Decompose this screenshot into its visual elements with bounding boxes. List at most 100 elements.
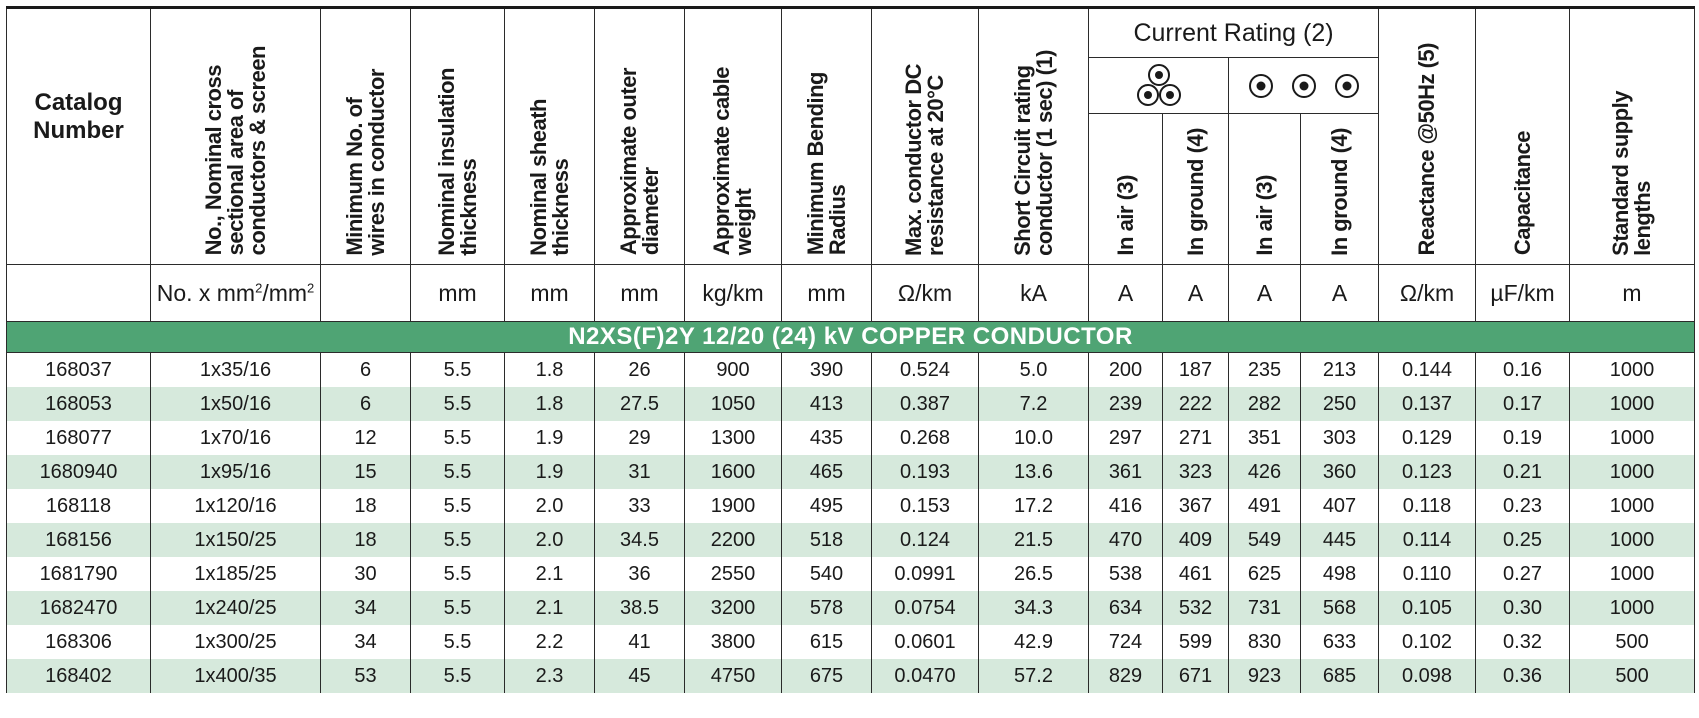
cell-dc-resistance: 0.193 (871, 455, 979, 489)
cell-bending-radius: 465 (781, 455, 872, 489)
cell-cable-weight: 1600 (684, 455, 782, 489)
header-capacitance: Capacitance (1475, 6, 1571, 265)
cell-flat-in-ground: 303 (1299, 421, 1380, 455)
cell-trefoil-in-ground: 367 (1162, 489, 1229, 523)
table-row: 1680940 1x95/16 15 5.5 1.9 31 1600 465 0.193 13.6… (6, 455, 1696, 489)
cell-min-wires: 15 (320, 455, 411, 489)
cell-capacitance: 0.17 (1475, 387, 1571, 421)
unit-sheath: mm (504, 264, 595, 322)
cell-trefoil-in-ground: 671 (1162, 659, 1229, 693)
cell-reactance: 0.098 (1378, 659, 1477, 693)
cell-catalog-number: 1682470 (6, 591, 151, 625)
cell-cable-weight: 2550 (684, 557, 782, 591)
cell-outer-diameter: 34.5 (594, 523, 685, 557)
cell-dc-resistance: 0.0754 (871, 591, 979, 625)
cell-trefoil-in-ground: 323 (1162, 455, 1229, 489)
cell-insulation: 5.5 (410, 455, 505, 489)
cell-insulation: 5.5 (410, 591, 505, 625)
cell-trefoil-in-ground: 271 (1162, 421, 1229, 455)
unit-flat-air: A (1228, 264, 1301, 322)
cell-flat-in-air: 235 (1228, 352, 1301, 387)
table-row: 168037 1x35/16 6 5.5 1.8 26 900 390 0.524 5.0 200 1… (6, 352, 1696, 387)
cell-cross-section: 1x70/16 (150, 421, 321, 455)
header-trefoil-in-ground: In ground (4) (1162, 113, 1229, 265)
cell-short-circuit: 26.5 (978, 557, 1089, 591)
cell-supply-length: 1000 (1569, 421, 1696, 455)
cell-flat-in-air: 625 (1228, 557, 1301, 591)
header-reactance: Reactance @50Hz (5) (1378, 6, 1477, 265)
cell-insulation: 5.5 (410, 489, 505, 523)
cell-flat-in-ground: 633 (1299, 625, 1380, 659)
cell-catalog-number: 168037 (6, 352, 151, 387)
flat-formation-icon (1227, 57, 1380, 114)
table-row: 168306 1x300/25 34 5.5 2.2 41 3800 615 0.0601 42.… (6, 625, 1696, 659)
cell-dc-resistance: 0.0601 (871, 625, 979, 659)
unit-outer-diameter: mm (594, 264, 685, 322)
cell-supply-length: 1000 (1569, 557, 1696, 591)
table-row: 168156 1x150/25 18 5.5 2.0 34.5 2200 518 0.124 21… (6, 523, 1696, 557)
cell-short-circuit: 7.2 (978, 387, 1089, 421)
cell-dc-resistance: 0.524 (871, 352, 979, 387)
cell-bending-radius: 495 (781, 489, 872, 523)
header-current-rating: Current Rating (2) (1087, 6, 1380, 58)
cell-cross-section: 1x120/16 (150, 489, 321, 523)
table-row: 168077 1x70/16 12 5.5 1.9 29 1300 435 0.268 10.0 2… (6, 421, 1696, 455)
cell-capacitance: 0.23 (1475, 489, 1571, 523)
cell-flat-in-ground: 498 (1299, 557, 1380, 591)
cell-reactance: 0.110 (1378, 557, 1477, 591)
cell-trefoil-in-air: 200 (1088, 352, 1163, 387)
cell-min-wires: 34 (320, 625, 411, 659)
header-min-wires: Minimum No. of wires in conductor (320, 6, 411, 265)
cell-cross-section: 1x240/25 (150, 591, 321, 625)
unit-reactance: Ω/km (1378, 264, 1477, 322)
cell-short-circuit: 5.0 (978, 352, 1089, 387)
cell-sheath: 1.8 (504, 352, 595, 387)
unit-capacitance: µF/km (1475, 264, 1571, 322)
cell-outer-diameter: 38.5 (594, 591, 685, 625)
unit-cable-weight: kg/km (684, 264, 782, 322)
cell-outer-diameter: 29 (594, 421, 685, 455)
unit-supply-lengths: m (1569, 264, 1696, 322)
cell-trefoil-in-air: 538 (1088, 557, 1163, 591)
unit-trefoil-ground: A (1162, 264, 1229, 322)
cell-flat-in-ground: 685 (1299, 659, 1380, 693)
unit-short-circuit: kA (978, 264, 1089, 322)
cell-supply-length: 1000 (1569, 352, 1696, 387)
data-rows: 168037 1x35/16 6 5.5 1.8 26 900 390 0.524 5.0 200 1… (6, 352, 1696, 693)
cell-flat-in-air: 830 (1228, 625, 1301, 659)
cell-flat-in-ground: 250 (1299, 387, 1380, 421)
table-row: 1681790 1x185/25 30 5.5 2.1 36 2550 540 0.0991 26… (6, 557, 1696, 591)
cell-reactance: 0.123 (1378, 455, 1477, 489)
cell-dc-resistance: 0.387 (871, 387, 979, 421)
cell-capacitance: 0.32 (1475, 625, 1571, 659)
spec-table-container: Catalog Number No., Nominal cross sectio… (5, 6, 1696, 693)
cell-cable-weight: 3800 (684, 625, 782, 659)
formation-icon-row (7, 57, 1695, 114)
cell-flat-in-air: 549 (1228, 523, 1301, 557)
cell-flat-in-air: 731 (1228, 591, 1301, 625)
cell-sheath: 2.0 (504, 523, 595, 557)
unit-trefoil-air: A (1088, 264, 1163, 322)
cell-catalog-number: 1680940 (6, 455, 151, 489)
cell-cross-section: 1x35/16 (150, 352, 321, 387)
cell-catalog-number: 168077 (6, 421, 151, 455)
cell-flat-in-ground: 213 (1299, 352, 1380, 387)
cell-min-wires: 12 (320, 421, 411, 455)
cell-cable-weight: 3200 (684, 591, 782, 625)
cell-insulation: 5.5 (410, 421, 505, 455)
units-row: No. x mm2/mm2 mm mm mm kg/km mm Ω/km kA … (6, 264, 1696, 322)
header-cross-section: No., Nominal cross sectional area of con… (150, 6, 321, 265)
cell-trefoil-in-ground: 409 (1162, 523, 1229, 557)
cell-sheath: 2.3 (504, 659, 595, 693)
cell-trefoil-in-air: 297 (1088, 421, 1163, 455)
cell-cable-weight: 900 (684, 352, 782, 387)
cell-cable-weight: 1300 (684, 421, 782, 455)
cell-reactance: 0.129 (1378, 421, 1477, 455)
cell-cross-section: 1x300/25 (150, 625, 321, 659)
cell-flat-in-air: 426 (1228, 455, 1301, 489)
header-catalog-number: Catalog Number (6, 6, 151, 265)
cell-sheath: 2.2 (504, 625, 595, 659)
cell-trefoil-in-ground: 187 (1162, 352, 1229, 387)
header-supply-lengths: Standard supply lengths (1569, 6, 1696, 265)
section-title: N2XS(F)2Y 12/20 (24) kV COPPER CONDUCTOR (5, 321, 1696, 353)
